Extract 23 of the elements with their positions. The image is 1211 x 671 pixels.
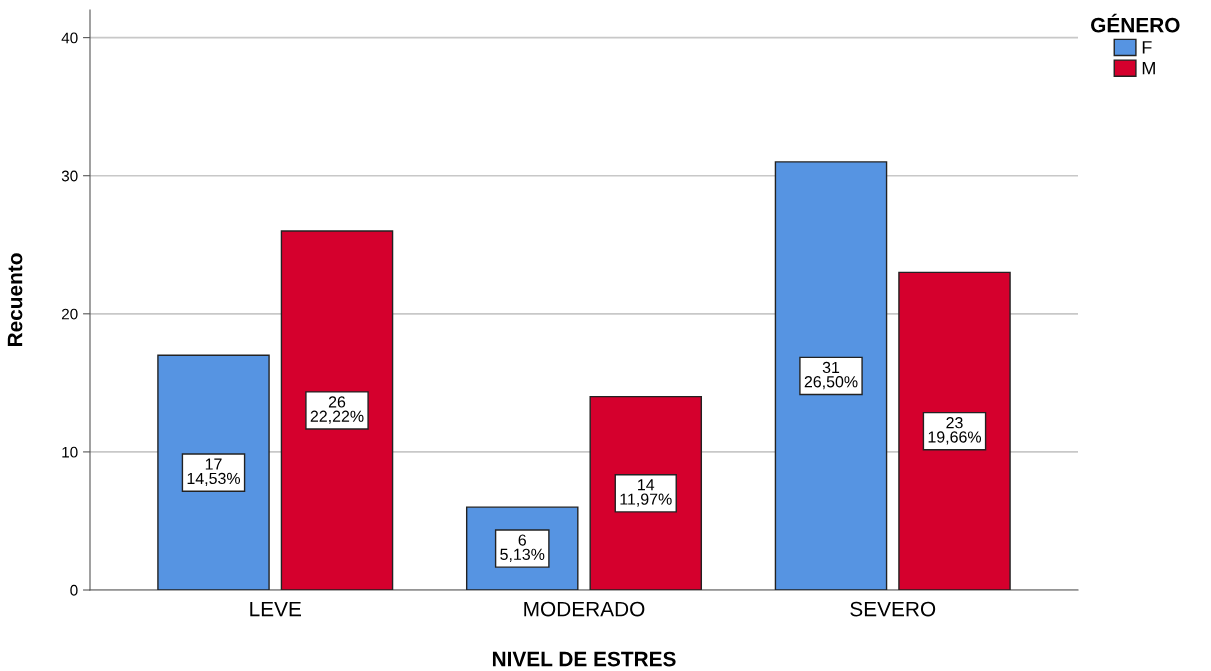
x-tick-label: LEVE — [250, 601, 301, 617]
data-label: 6 5,13% — [500, 534, 545, 562]
legend-label: M — [1142, 61, 1155, 75]
bar — [280, 230, 394, 590]
y-axis-title: Recuento — [7, 253, 23, 347]
y-tick-label: 30 — [61, 170, 78, 182]
y-tick-label: 40 — [61, 32, 78, 44]
bar — [774, 161, 888, 590]
data-label: 14 11,97% — [620, 479, 672, 507]
data-label: 31 26,50% — [804, 361, 858, 390]
x-tick-label: SEVERO — [850, 601, 936, 617]
legend-title: GÉNERO — [1091, 13, 1180, 33]
data-label: 23 19,66% — [928, 417, 982, 445]
x-tick-label: MODERADO — [524, 601, 645, 617]
data-label: 17 14,53% — [187, 458, 241, 486]
data-label: 26 22,22% — [310, 396, 364, 424]
y-tick-label: 10 — [62, 446, 78, 458]
y-tick-label: 0 — [70, 584, 78, 596]
legend-label: F — [1142, 41, 1152, 54]
bar — [157, 354, 270, 590]
y-tick-label: 20 — [61, 308, 78, 320]
x-axis-title: NIVEL DE ESTRES — [492, 651, 676, 667]
bar — [898, 271, 1011, 590]
